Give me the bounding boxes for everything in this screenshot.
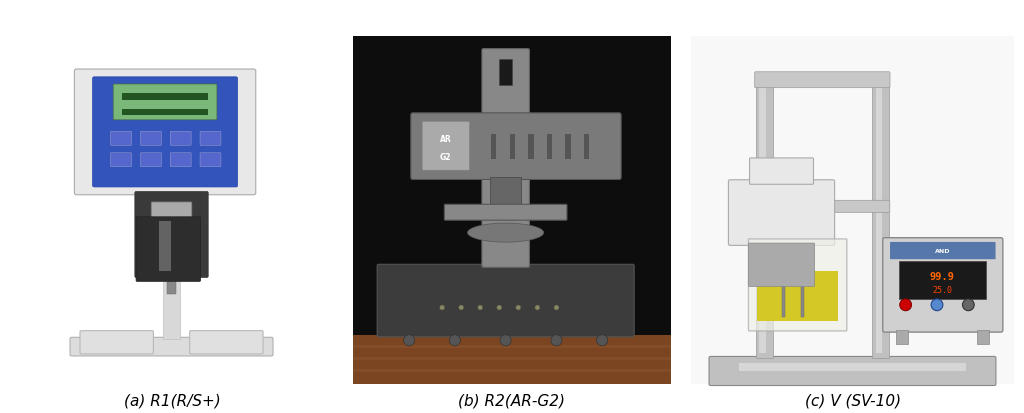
FancyBboxPatch shape bbox=[890, 242, 995, 259]
Text: (a) R1(R/S+): (a) R1(R/S+) bbox=[124, 392, 220, 407]
Bar bbox=[565, 134, 570, 159]
Text: 99.9: 99.9 bbox=[930, 271, 954, 281]
Bar bbox=[353, 345, 671, 348]
Bar bbox=[10, 37, 333, 384]
FancyBboxPatch shape bbox=[75, 70, 256, 195]
Circle shape bbox=[535, 305, 540, 310]
Bar bbox=[528, 134, 534, 159]
FancyBboxPatch shape bbox=[114, 85, 217, 121]
FancyBboxPatch shape bbox=[200, 154, 221, 167]
Bar bbox=[899, 262, 986, 300]
Bar bbox=[691, 37, 1014, 384]
Bar bbox=[801, 258, 804, 317]
Circle shape bbox=[931, 299, 943, 311]
Bar bbox=[876, 78, 882, 353]
Text: 25.0: 25.0 bbox=[932, 285, 952, 294]
Bar bbox=[353, 357, 671, 360]
FancyBboxPatch shape bbox=[111, 132, 131, 146]
FancyBboxPatch shape bbox=[482, 50, 529, 268]
Circle shape bbox=[459, 305, 464, 310]
Bar bbox=[122, 109, 208, 116]
Circle shape bbox=[478, 305, 482, 310]
FancyBboxPatch shape bbox=[170, 132, 191, 146]
Circle shape bbox=[450, 335, 461, 346]
FancyBboxPatch shape bbox=[140, 154, 162, 167]
Bar bbox=[756, 74, 773, 358]
FancyBboxPatch shape bbox=[755, 201, 890, 213]
FancyBboxPatch shape bbox=[755, 73, 890, 88]
Bar bbox=[492, 134, 497, 159]
Circle shape bbox=[497, 305, 502, 310]
Bar bbox=[353, 370, 671, 373]
Circle shape bbox=[554, 305, 559, 310]
Bar bbox=[757, 272, 839, 321]
FancyBboxPatch shape bbox=[189, 331, 263, 354]
Bar bbox=[896, 330, 908, 344]
FancyBboxPatch shape bbox=[140, 132, 162, 146]
Circle shape bbox=[403, 335, 415, 346]
FancyBboxPatch shape bbox=[200, 132, 221, 146]
Bar bbox=[781, 258, 784, 317]
FancyBboxPatch shape bbox=[92, 78, 238, 188]
Text: AR: AR bbox=[440, 135, 452, 144]
FancyBboxPatch shape bbox=[750, 159, 813, 185]
FancyBboxPatch shape bbox=[70, 337, 273, 356]
Bar bbox=[168, 277, 175, 294]
Ellipse shape bbox=[468, 223, 544, 242]
Bar bbox=[490, 178, 521, 206]
FancyBboxPatch shape bbox=[111, 154, 131, 167]
FancyBboxPatch shape bbox=[749, 244, 814, 287]
Text: AND: AND bbox=[935, 249, 950, 254]
Bar bbox=[510, 134, 515, 159]
Bar bbox=[739, 363, 966, 371]
FancyBboxPatch shape bbox=[709, 356, 996, 386]
Bar bbox=[163, 159, 180, 339]
FancyBboxPatch shape bbox=[411, 114, 622, 180]
Bar bbox=[584, 134, 589, 159]
Bar bbox=[159, 221, 171, 271]
Bar bbox=[499, 59, 512, 85]
Circle shape bbox=[963, 299, 974, 311]
FancyBboxPatch shape bbox=[136, 217, 201, 282]
Text: (b) R2(AR-G2): (b) R2(AR-G2) bbox=[459, 392, 565, 407]
FancyBboxPatch shape bbox=[749, 239, 847, 331]
FancyBboxPatch shape bbox=[80, 331, 154, 354]
FancyBboxPatch shape bbox=[135, 192, 208, 278]
Bar bbox=[978, 330, 989, 344]
Text: (c) V (SV-10): (c) V (SV-10) bbox=[805, 392, 901, 407]
FancyBboxPatch shape bbox=[377, 265, 634, 337]
Circle shape bbox=[900, 299, 911, 311]
Circle shape bbox=[597, 335, 607, 346]
Text: G2: G2 bbox=[440, 152, 452, 161]
Circle shape bbox=[500, 335, 511, 346]
Bar bbox=[122, 94, 208, 100]
Bar bbox=[353, 37, 671, 384]
FancyBboxPatch shape bbox=[152, 202, 191, 246]
FancyBboxPatch shape bbox=[883, 238, 1002, 332]
Circle shape bbox=[439, 305, 444, 310]
FancyBboxPatch shape bbox=[170, 154, 191, 167]
Bar bbox=[353, 335, 671, 384]
Bar bbox=[547, 134, 552, 159]
FancyBboxPatch shape bbox=[444, 205, 567, 221]
FancyBboxPatch shape bbox=[422, 122, 469, 171]
Bar bbox=[760, 78, 766, 353]
Bar bbox=[871, 74, 889, 358]
Circle shape bbox=[551, 335, 562, 346]
FancyBboxPatch shape bbox=[728, 180, 835, 246]
Circle shape bbox=[516, 305, 521, 310]
